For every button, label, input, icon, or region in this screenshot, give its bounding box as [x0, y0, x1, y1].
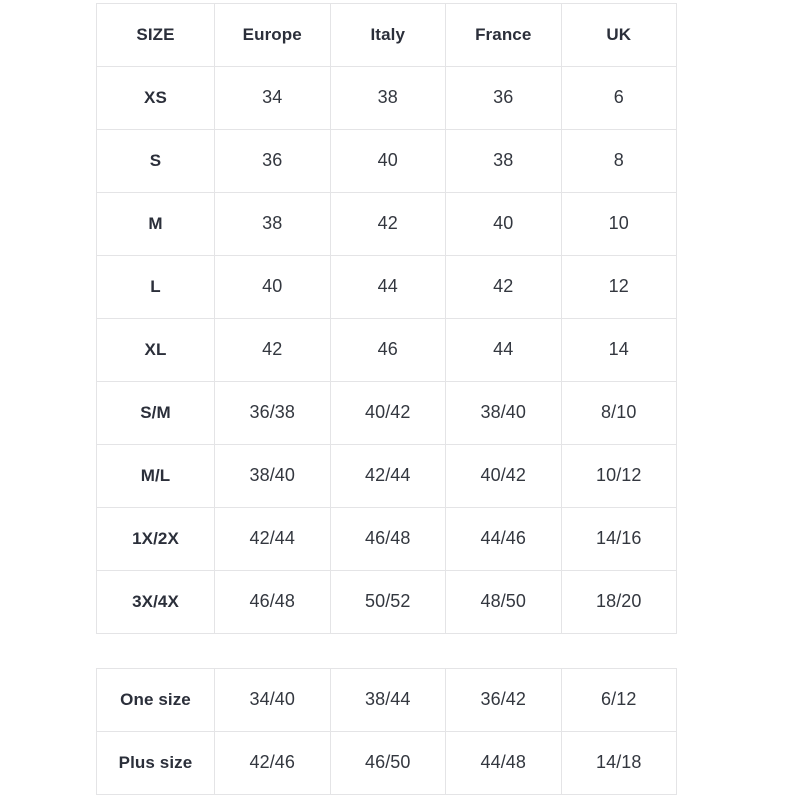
size-value-cell-france: 36/42: [445, 668, 562, 732]
size-value-cell-france: 42: [445, 255, 562, 319]
table-row: M/L 38/40 42/44 40/42 10/12: [96, 444, 677, 508]
size-label-cell: 3X/4X: [96, 570, 215, 634]
size-label-cell: 1X/2X: [96, 507, 215, 571]
size-value-cell-france: 40: [445, 192, 562, 256]
size-value-cell-europe: 34: [214, 66, 331, 130]
size-value-cell-italy: 46/48: [329, 507, 446, 571]
table-row: S 36 40 38 8: [96, 129, 677, 193]
one-size-conversion-table: One size 34/40 38/44 36/42 6/12 Plus size 42/4…: [96, 668, 677, 795]
size-value-cell-europe: 42/44: [214, 507, 331, 571]
size-value-cell-uk: 14: [560, 318, 677, 382]
size-value-cell-france: 44/46: [445, 507, 562, 571]
size-value-cell-europe: 34/40: [214, 668, 331, 732]
size-value-cell-italy: 38: [329, 66, 446, 130]
size-value-cell-france: 38: [445, 129, 562, 193]
size-value-cell-italy: 38/44: [329, 668, 446, 732]
size-value-cell-uk: 6: [560, 66, 677, 130]
column-header-uk: UK: [560, 3, 677, 67]
size-value-cell-italy: 44: [329, 255, 446, 319]
size-value-cell-uk: 8: [560, 129, 677, 193]
table-row: XS 34 38 36 6: [96, 66, 677, 130]
size-value-cell-france: 38/40: [445, 381, 562, 445]
size-value-cell-uk: 6/12: [560, 668, 677, 732]
size-value-cell-uk: 8/10: [560, 381, 677, 445]
size-value-cell-europe: 42: [214, 318, 331, 382]
size-label-cell: XS: [96, 66, 215, 130]
size-value-cell-europe: 36: [214, 129, 331, 193]
table-row: S/M 36/38 40/42 38/40 8/10: [96, 381, 677, 445]
table-row: 3X/4X 46/48 50/52 48/50 18/20: [96, 570, 677, 634]
table-row: L 40 44 42 12: [96, 255, 677, 319]
size-value-cell-europe: 38: [214, 192, 331, 256]
size-value-cell-italy: 50/52: [329, 570, 446, 634]
size-label-cell: S/M: [96, 381, 215, 445]
size-label-cell: S: [96, 129, 215, 193]
size-value-cell-europe: 36/38: [214, 381, 331, 445]
size-value-cell-europe: 46/48: [214, 570, 331, 634]
column-header-europe: Europe: [214, 3, 331, 67]
size-value-cell-italy: 46: [329, 318, 446, 382]
table-row: M 38 42 40 10: [96, 192, 677, 256]
size-label-cell: M/L: [96, 444, 215, 508]
size-value-cell-italy: 40: [329, 129, 446, 193]
size-value-cell-uk: 12: [560, 255, 677, 319]
column-header-italy: Italy: [329, 3, 446, 67]
size-value-cell-europe: 38/40: [214, 444, 331, 508]
size-value-cell-europe: 42/46: [214, 731, 331, 795]
table-header-row: SIZE Europe Italy France UK: [96, 3, 677, 67]
table-row: 1X/2X 42/44 46/48 44/46 14/16: [96, 507, 677, 571]
size-value-cell-uk: 18/20: [560, 570, 677, 634]
size-value-cell-italy: 46/50: [329, 731, 446, 795]
size-value-cell-france: 36: [445, 66, 562, 130]
size-label-cell: Plus size: [96, 731, 215, 795]
table-row: XL 42 46 44 14: [96, 318, 677, 382]
column-header-size: SIZE: [96, 3, 215, 67]
table-row: Plus size 42/46 46/50 44/48 14/18: [96, 731, 677, 795]
size-label-cell: M: [96, 192, 215, 256]
size-label-cell: One size: [96, 668, 215, 732]
size-value-cell-france: 44/48: [445, 731, 562, 795]
size-label-cell: XL: [96, 318, 215, 382]
size-value-cell-france: 40/42: [445, 444, 562, 508]
size-value-cell-uk: 14/18: [560, 731, 677, 795]
table-row: One size 34/40 38/44 36/42 6/12: [96, 668, 677, 732]
size-value-cell-italy: 42/44: [329, 444, 446, 508]
column-header-france: France: [445, 3, 562, 67]
size-value-cell-france: 48/50: [445, 570, 562, 634]
size-value-cell-europe: 40: [214, 255, 331, 319]
size-label-cell: L: [96, 255, 215, 319]
size-value-cell-uk: 14/16: [560, 507, 677, 571]
size-value-cell-france: 44: [445, 318, 562, 382]
size-value-cell-uk: 10: [560, 192, 677, 256]
size-value-cell-uk: 10/12: [560, 444, 677, 508]
size-value-cell-italy: 40/42: [329, 381, 446, 445]
size-conversion-table: SIZE Europe Italy France UK XS 34 38 36 6 S 36…: [96, 3, 677, 634]
size-value-cell-italy: 42: [329, 192, 446, 256]
